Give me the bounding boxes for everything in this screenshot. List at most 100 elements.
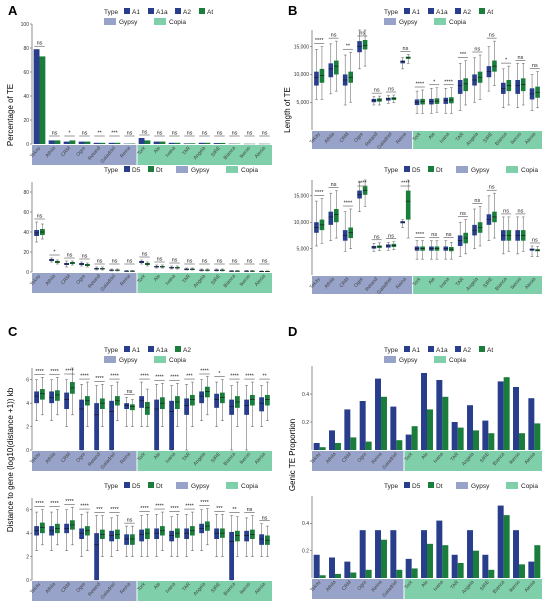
- legend-title: Type: [104, 167, 118, 174]
- box-dt: [189, 269, 195, 270]
- copia-group-strip: [137, 451, 272, 471]
- legend-key-A1: [124, 346, 130, 352]
- bar-a1: [482, 420, 489, 450]
- box-a1: [94, 403, 100, 450]
- legend-label-D5: D5: [412, 167, 421, 174]
- legend-label-copia: Copia: [521, 167, 538, 174]
- gypsy-group-strip: [32, 145, 137, 165]
- y-tick-label: 15,000: [294, 194, 310, 200]
- bar-at: [396, 440, 403, 450]
- bar-d5: [467, 530, 473, 578]
- legend-key-A2: [175, 346, 181, 352]
- legend-key-A2: [455, 8, 461, 14]
- bar-d5: [329, 557, 335, 578]
- legend-key-copia: [434, 18, 446, 25]
- bar-at: [473, 430, 479, 450]
- significance-label: ns: [37, 41, 43, 47]
- legend-label-copia: Copia: [521, 483, 538, 490]
- x-tick-label: TAR: [181, 581, 192, 593]
- x-tick-label: Ale: [153, 451, 162, 461]
- significance-label: ns: [217, 131, 223, 137]
- bar-d5: [359, 530, 366, 578]
- y-tick-label: 4: [26, 531, 29, 537]
- legend-key-A1: [404, 8, 410, 14]
- significance-label: ****: [245, 374, 254, 380]
- copia-group-strip: [412, 276, 542, 294]
- box-a1: [328, 63, 334, 78]
- box-a1: [154, 399, 160, 450]
- legend-label-A1: A1: [412, 9, 420, 16]
- bar-a1: [359, 401, 366, 450]
- y-tick-label: 60: [23, 70, 29, 76]
- significance-label: ns: [247, 259, 253, 265]
- significance-label: ***: [111, 131, 118, 137]
- significance-label: ****: [35, 501, 44, 507]
- box-at: [174, 396, 180, 409]
- x-tick-label: TAR: [181, 273, 192, 285]
- box-at: [144, 401, 150, 415]
- significance-label: ns: [142, 252, 148, 258]
- significance-label: ns: [232, 259, 238, 265]
- legend-label-A2: A2: [463, 9, 471, 16]
- bar-a1: [528, 398, 535, 450]
- legend-title: Type: [384, 167, 398, 174]
- bar-at: [219, 142, 226, 144]
- legend-title: Type: [104, 483, 118, 490]
- legend-key-gypsy: [104, 18, 116, 25]
- box-d5: [139, 529, 145, 542]
- significance-label: ns: [157, 131, 163, 137]
- box-d5: [94, 268, 100, 269]
- legend-label-copia: Copia: [449, 357, 466, 364]
- bar-at: [114, 142, 121, 144]
- box-dt: [99, 268, 105, 269]
- panel-letter-c: C: [8, 324, 18, 339]
- legend-label-copia: Copia: [449, 19, 466, 26]
- significance-label: ns: [232, 131, 238, 137]
- y-tick-label: 5,000: [296, 100, 309, 106]
- significance-label: ns: [388, 87, 394, 93]
- gypsy-group-strip: [312, 276, 413, 294]
- legend-key-Dt: [428, 166, 434, 172]
- bar-dt: [473, 550, 479, 578]
- box-at: [189, 394, 195, 406]
- box-dt: [129, 534, 135, 545]
- y-tick-label: 2: [26, 424, 29, 430]
- significance-label: ****: [65, 499, 74, 505]
- box-a1: [214, 393, 220, 408]
- panel-letter-a: A: [8, 3, 18, 18]
- box-at: [362, 40, 368, 50]
- y-tick-label: 10,000: [294, 220, 310, 226]
- box-dt: [129, 271, 135, 272]
- significance-label: ****: [50, 501, 59, 507]
- x-tick-label: Tork: [136, 145, 147, 156]
- box-d5: [109, 530, 115, 542]
- box-d5: [94, 533, 100, 580]
- box-dt: [234, 530, 240, 542]
- x-tick-label: Ale: [420, 579, 429, 589]
- bar-d5: [482, 554, 489, 578]
- panel-letter-b: B: [288, 3, 297, 18]
- box-dt: [39, 522, 45, 534]
- significance-label: **: [232, 507, 237, 513]
- bar-d5: [528, 561, 535, 578]
- significance-label: ****: [65, 369, 74, 375]
- y-tick-label: 4: [26, 401, 29, 407]
- box-dt: [405, 190, 411, 220]
- box-d5: [154, 266, 160, 267]
- significance-label: ns: [52, 131, 58, 137]
- x-tick-label: TAR: [181, 451, 192, 463]
- legend-label-copia: Copia: [169, 19, 186, 26]
- bar-d5: [375, 530, 381, 578]
- bar-a1: [33, 49, 40, 145]
- box-dt: [234, 271, 240, 272]
- bar-a1: [497, 381, 504, 450]
- significance-label: ns: [67, 253, 73, 259]
- bar-d5: [344, 561, 351, 578]
- bar-d5: [436, 520, 443, 578]
- box-at: [204, 386, 210, 398]
- x-tick-label: Ogre: [75, 451, 87, 464]
- gypsy-group-strip: [312, 131, 413, 149]
- x-tick-label: CRM: [341, 451, 353, 464]
- significance-label: ****: [110, 374, 119, 380]
